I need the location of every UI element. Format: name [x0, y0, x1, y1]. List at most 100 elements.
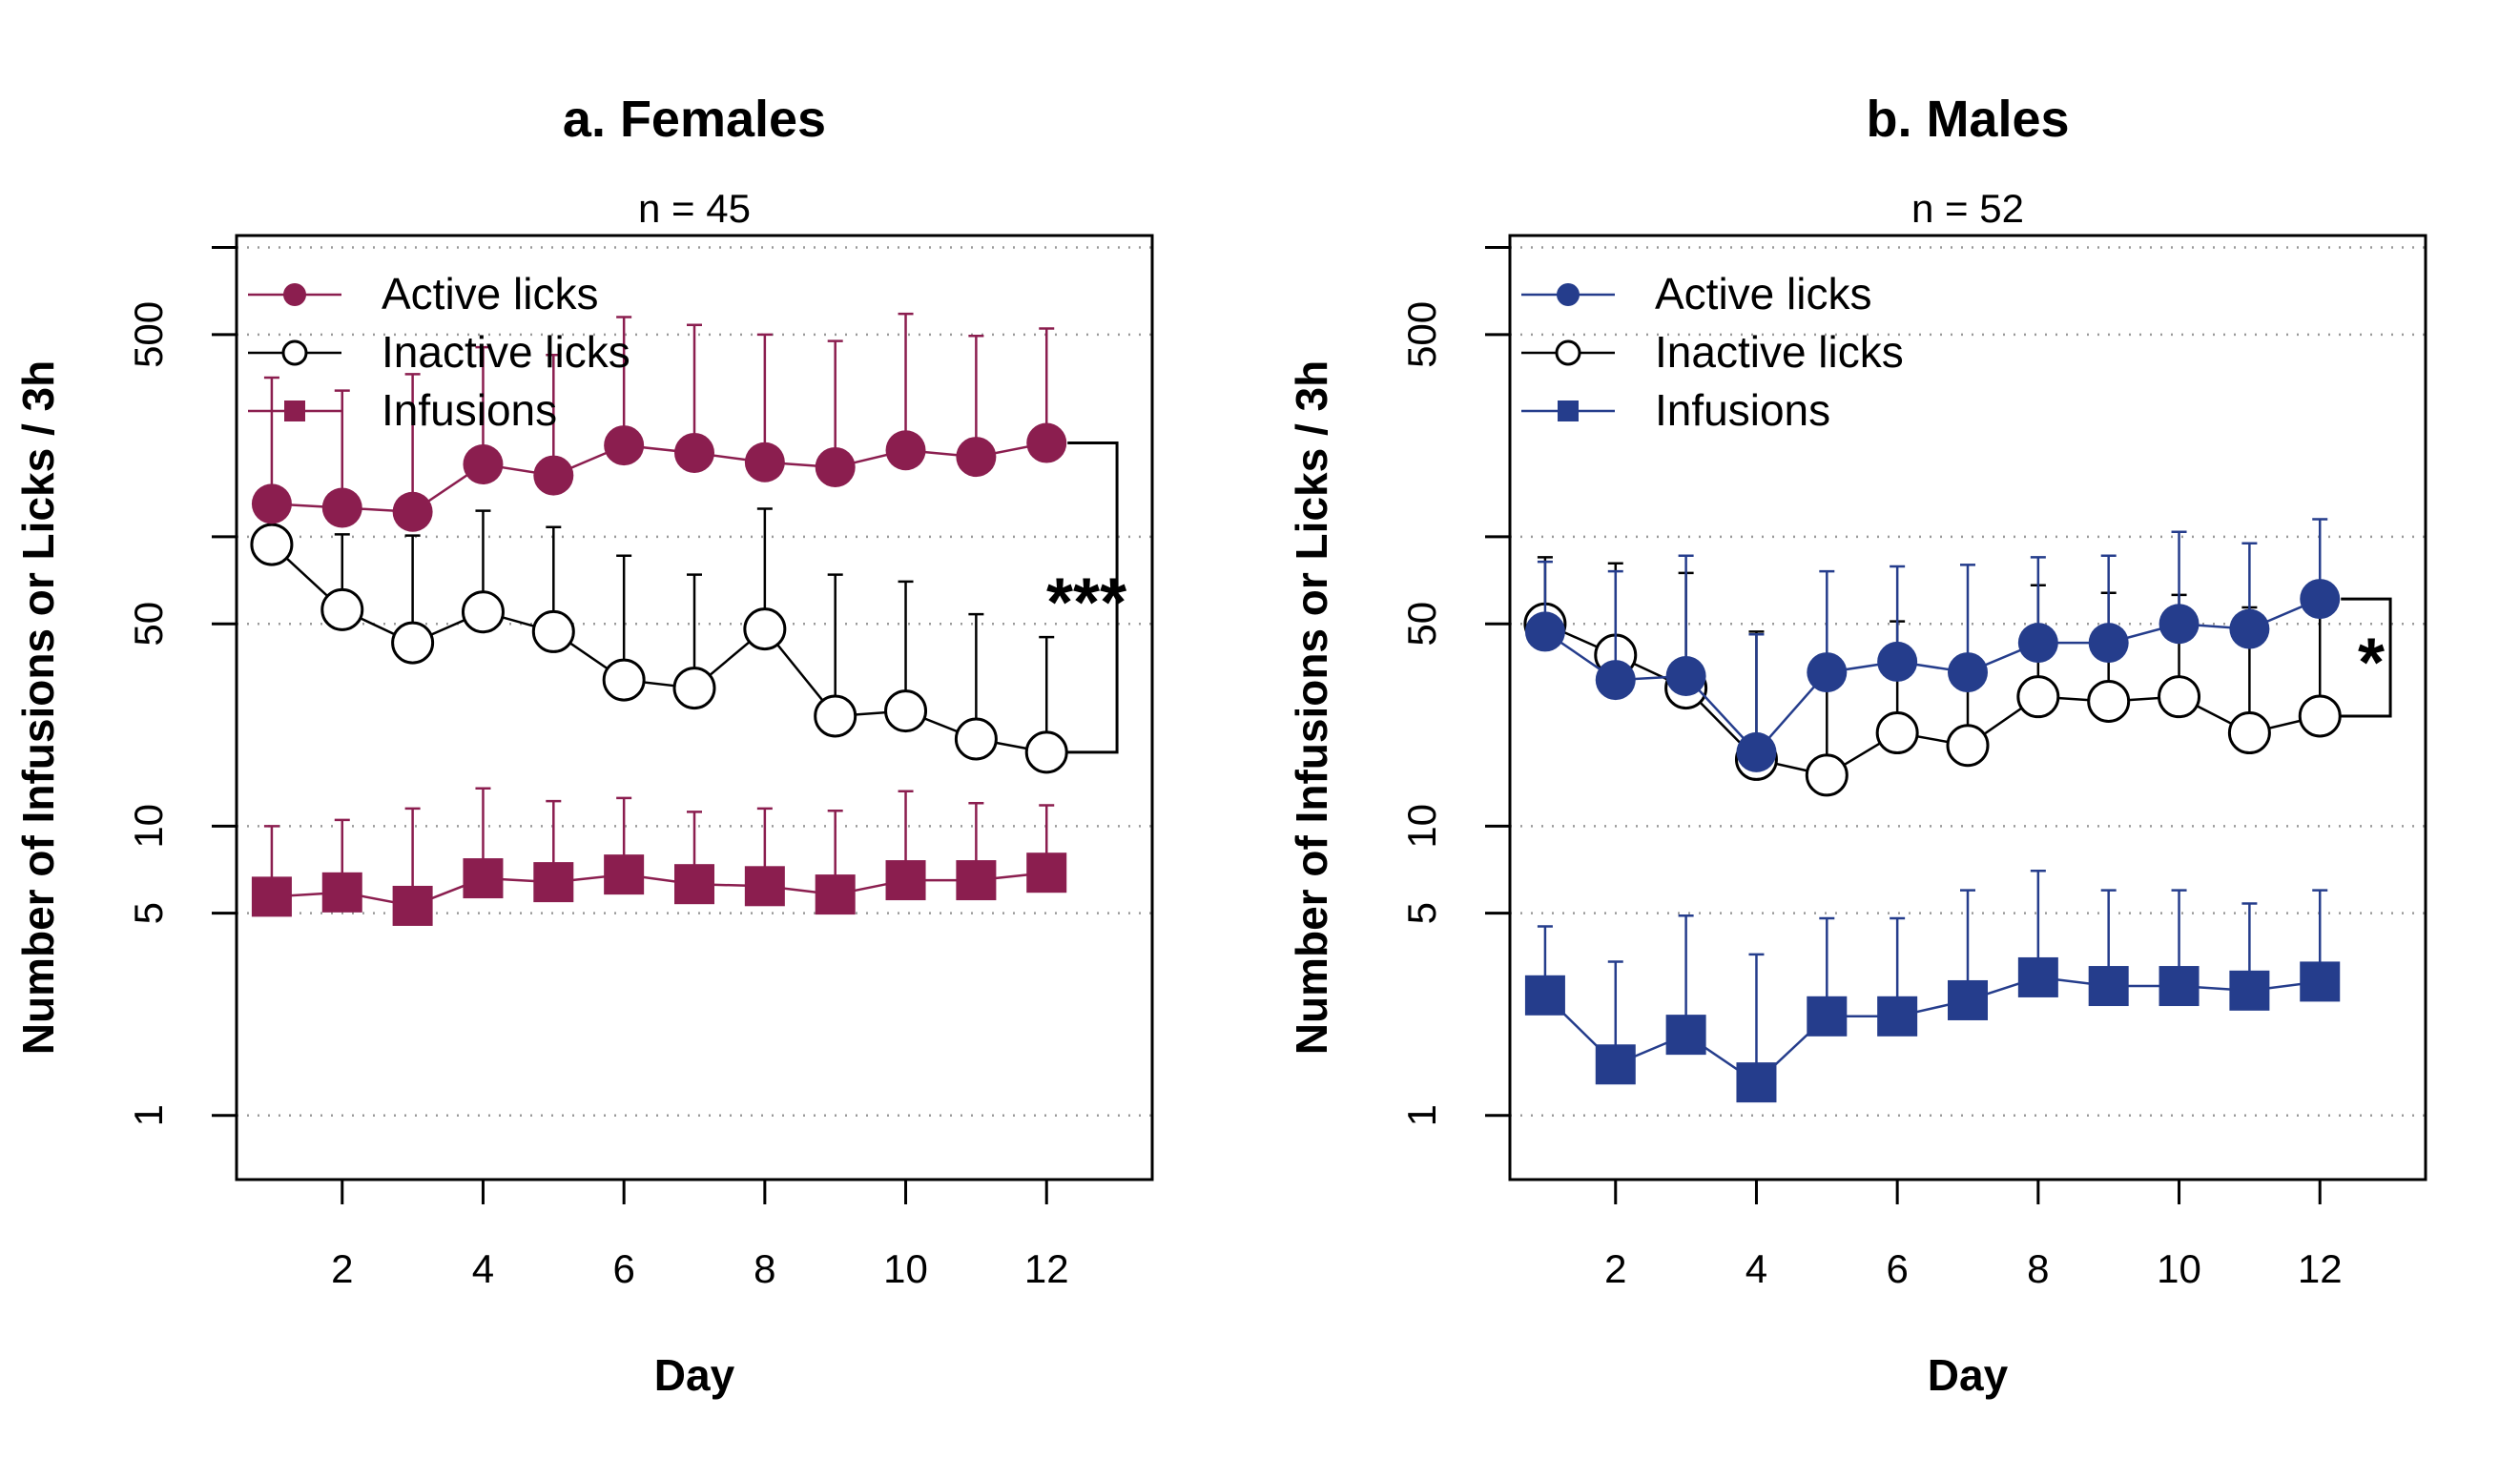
x-tick-label: 2	[331, 1246, 353, 1291]
data-point	[533, 862, 574, 903]
data-point	[2159, 604, 2200, 645]
x-tick-label: 2	[1604, 1246, 1626, 1291]
y-tick-label: 10	[126, 804, 171, 849]
data-point	[1948, 979, 1988, 1020]
data-point	[1524, 975, 1565, 1016]
legend-label: Active licks	[1655, 269, 1871, 318]
series-infusions	[1524, 870, 2341, 1103]
data-point	[956, 437, 997, 478]
data-point	[320, 587, 364, 631]
data-point	[1026, 422, 1067, 463]
y-tick-label: 500	[126, 301, 171, 368]
data-point	[956, 860, 997, 901]
data-point	[1665, 1015, 1706, 1056]
data-point	[1736, 731, 1777, 772]
data-point	[2298, 694, 2342, 738]
y-tick-label: 1	[126, 1104, 171, 1126]
data-point	[1877, 996, 1918, 1037]
x-tick-label: 4	[472, 1246, 494, 1291]
data-point	[321, 872, 362, 913]
data-point	[2017, 623, 2058, 664]
data-point	[1595, 1044, 1636, 1085]
legend-label: Inactive licks	[1655, 327, 1904, 377]
legend-marker	[283, 283, 306, 306]
significance-stars: ***	[1046, 565, 1126, 642]
data-point	[463, 858, 504, 899]
legend-label: Inactive licks	[382, 327, 630, 377]
y-tick-label: 10	[1399, 804, 1444, 849]
data-point	[1665, 656, 1706, 697]
plot-frame	[1508, 234, 2427, 1181]
data-point	[1875, 711, 1919, 755]
x-axis-title: Day	[654, 1350, 735, 1400]
data-point	[2229, 970, 2270, 1011]
x-tick-label: 6	[1886, 1246, 1908, 1291]
y-axis-title: Number of Infusions or Licks / 3h	[1287, 360, 1336, 1055]
data-point	[533, 455, 574, 496]
legend-marker	[281, 339, 308, 366]
legend-marker	[1557, 283, 1580, 306]
data-point	[885, 860, 926, 901]
data-point	[2087, 679, 2131, 723]
data-point	[251, 876, 292, 917]
data-point	[815, 874, 856, 915]
data-point	[1026, 852, 1067, 893]
data-point	[251, 483, 292, 524]
data-point	[885, 430, 926, 471]
legend-label: Infusions	[382, 385, 557, 435]
y-tick-label: 5	[1399, 902, 1444, 924]
data-point	[815, 446, 856, 487]
y-tick-label: 5	[126, 902, 171, 924]
series-inactive-licks	[250, 493, 1068, 774]
data-point	[1807, 652, 1848, 693]
data-point	[1595, 660, 1636, 701]
significance-bracket	[1067, 442, 1119, 754]
data-point	[2088, 966, 2129, 1007]
data-point	[1024, 730, 1068, 774]
data-point	[602, 658, 646, 702]
data-point	[463, 443, 504, 484]
data-point	[391, 621, 435, 665]
data-point	[2159, 966, 2200, 1007]
x-tick-label: 4	[1745, 1246, 1767, 1291]
data-point	[250, 523, 294, 566]
series-active-licks	[1524, 518, 2341, 772]
x-tick-label: 8	[2027, 1246, 2049, 1291]
data-point	[2229, 608, 2270, 649]
x-tick-label: 12	[2298, 1246, 2343, 1291]
data-point	[1948, 652, 1988, 693]
data-point	[814, 694, 857, 738]
legend-label: Active licks	[382, 269, 598, 318]
data-point	[1736, 1062, 1777, 1103]
data-point	[2300, 961, 2341, 1002]
panel-females: a. Females n = 45 1 5 10 50 500 2 4 6 8 10 12 Day Numb…	[13, 91, 1154, 1400]
data-point	[2300, 579, 2341, 620]
panel-males: b. Males n = 52 1 5 10 50 500 2 4 6 8 10 12 Day Number…	[1287, 91, 2427, 1400]
data-point	[2016, 675, 2060, 719]
data-point	[1807, 996, 1848, 1037]
data-point	[604, 854, 645, 895]
legend: Active licks Inactive licks Infusions	[248, 269, 630, 435]
legend: Active licks Inactive licks Infusions	[1521, 269, 1904, 435]
data-point	[2158, 675, 2201, 719]
data-point	[2017, 956, 2058, 997]
significance-stars: *	[2358, 626, 2385, 702]
legend-marker	[284, 400, 305, 421]
legend-marker	[1558, 400, 1579, 421]
data-point	[2227, 711, 2271, 755]
plot-frame	[235, 234, 1154, 1181]
data-point	[531, 609, 575, 653]
data-point	[2088, 623, 2129, 664]
y-tick-label: 1	[1399, 1104, 1444, 1126]
chart-subtitle: n = 45	[638, 186, 751, 231]
data-point	[1877, 641, 1918, 682]
data-point	[1524, 611, 1565, 652]
series-infusions	[251, 787, 1067, 926]
y-tick-label: 500	[1399, 301, 1444, 368]
legend-marker	[1555, 339, 1581, 366]
data-point	[392, 885, 433, 926]
data-point	[1946, 724, 1990, 768]
data-point	[461, 590, 505, 634]
